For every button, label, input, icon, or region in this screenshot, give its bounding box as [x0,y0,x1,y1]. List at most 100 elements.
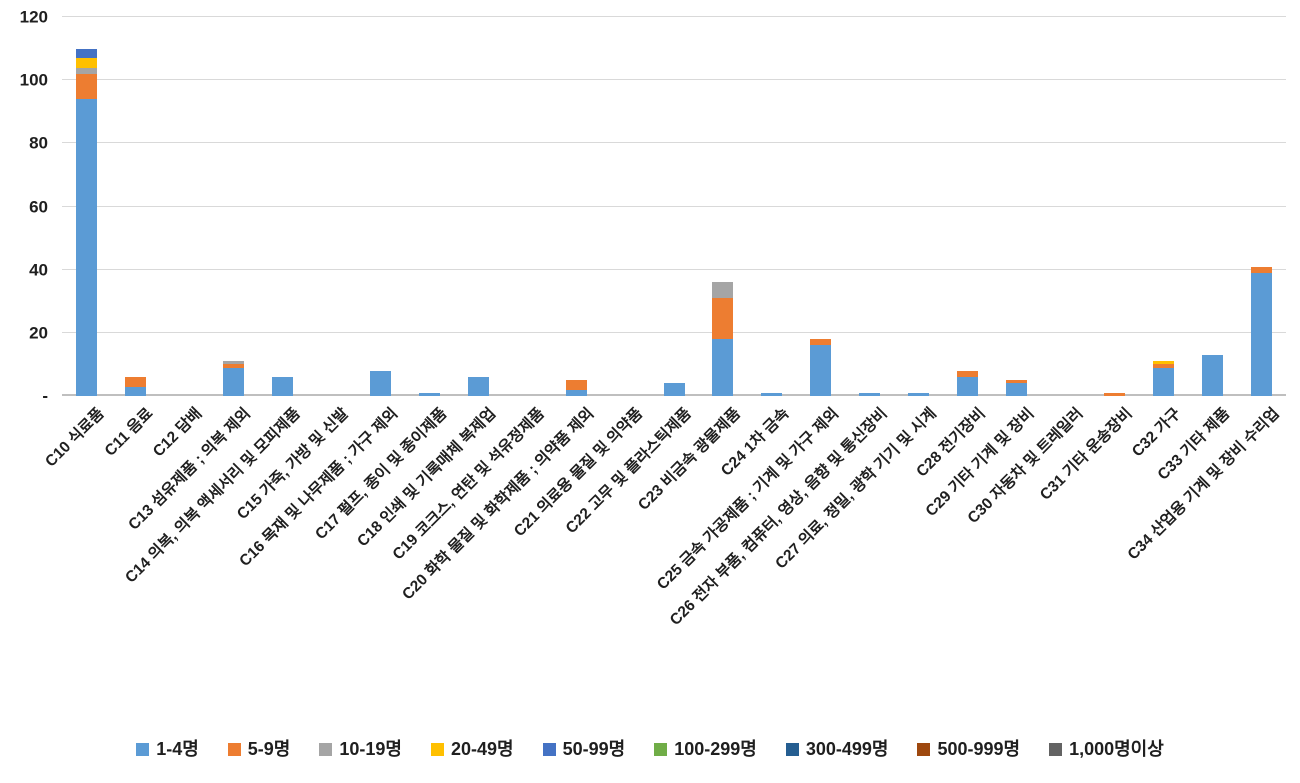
x-axis-label: C20 화학 물질 및 화학제품 ; 의약품 제외 [398,405,598,604]
bar-c23 [712,282,734,396]
bar-segment-1-4명 [565,389,587,396]
legend-swatch-icon [542,742,556,756]
bar-segment-1-4명 [908,392,930,396]
bar-c20 [565,380,587,396]
legend-swatch-icon [785,742,799,756]
bar-segment-5-9명 [957,370,979,378]
bar-c18 [467,377,489,396]
x-axis-label: C21 의료용 물질 및 의약품 [510,405,647,541]
x-axis-label: C26 전자 부품, 컴퓨터, 영상, 음향 및 통신장비 [666,405,891,629]
bar-segment-5-9명 [124,377,146,387]
x-axis-label: C13 섬유제품 ; 의복 제외 [125,405,255,534]
legend-item: 10-19명 [319,740,402,758]
bar-segment-5-9명 [1251,266,1273,273]
bar-segment-20-49명 [1153,361,1175,365]
bar-c29 [1006,380,1028,396]
bar-segment-1-4명 [1006,383,1028,396]
x-axis-label: C18 인쇄 및 기록매체 복제업 [354,405,500,551]
bar-segment-1-4명 [271,377,293,396]
x-axis-label: C31 기타 운송장비 [1036,405,1136,504]
x-axis-label: C27 의료, 정밀, 광학 기기 및 시계 [772,405,940,573]
y-tick-label: 60 [29,197,48,216]
x-axis-label: C19 코크스, 연탄 및 석유정제품 [389,405,549,564]
x-axis-label: C34 산업용 기계 및 장비 수리업 [1124,405,1283,564]
legend-label: 300-499명 [805,739,889,759]
y-tick-label: 100 [19,70,48,90]
y-gridline [62,205,1286,207]
bar-segment-5-9명 [75,73,97,100]
x-axis-label: C30 자동차 및 트레일러 [964,405,1087,527]
bar-segment-10-19명 [75,67,97,74]
bar-c33 [1202,354,1224,396]
legend-swatch-icon [917,742,931,756]
legend-label: 1-4명 [156,739,199,759]
legend-item: 20-49명 [430,739,514,759]
x-axis-label: C15 가죽, 가방 및 신발 [234,405,353,523]
legend-swatch-icon [319,742,333,756]
bar-segment-1-4명 [810,345,832,396]
bar-segment-5-9명 [222,364,244,368]
y-tick-label: 40 [29,260,48,280]
bar-c11 [124,377,146,396]
bar-c13 [222,361,244,396]
bar-segment-10-19명 [222,361,244,365]
bar-segment-50-99명 [75,48,97,59]
bar-segment-1-4명 [1251,272,1273,396]
legend-label: 500-999명 [937,739,1021,759]
legend-label: 20-49명 [450,739,514,759]
bar-c26 [859,392,881,396]
x-axis-label: C17 펄프, 종이 및 종이제품 [312,405,451,544]
x-axis-label: C22 고무 및 플라스틱제품 [563,405,696,538]
y-tick-label: - [42,386,48,406]
y-gridline [62,268,1286,270]
bar-segment-1-4명 [75,99,97,396]
y-gridline [62,79,1286,81]
y-tick-label: 120 [19,7,48,27]
bar-c25 [810,339,832,396]
legend-swatch-icon [227,742,241,756]
x-axis-label: C28 전기장비 [913,405,989,481]
legend-label: 100-299명 [674,739,757,759]
bar-segment-5-9명 [712,298,734,340]
x-axis-label: C23 비금속 광물제품 [635,405,744,514]
legend-label: 5-9명 [247,739,291,759]
x-axis-label: C29 기타 기계 및 장비 [922,405,1038,520]
legend-label: 1,000명이상 [1069,739,1164,759]
y-tick-label: 20 [29,323,48,343]
legend-swatch-icon [136,742,150,756]
x-axis-label: C25 금속 가공제품 ; 기계 및 가구 제외 [653,405,842,594]
bar-segment-20-49명 [75,58,97,68]
legend-item: 500-999명 [917,740,1020,758]
legend: 1-4명 5-9명 10-19명 20-49명 50-99명 100-299명 300-49… [0,740,1300,758]
legend-item: 1,000명이상 [1049,740,1164,758]
bar-segment-5-9명 [1153,364,1175,368]
bar-c22 [663,383,685,396]
x-axis-label: C10 식료품 [42,405,108,471]
bar-segment-1-4명 [712,339,734,396]
y-gridline [62,142,1286,144]
bar-segment-1-4명 [859,392,881,396]
bar-segment-1-4명 [124,386,146,396]
bar-segment-5-9명 [810,339,832,346]
bar-c17 [418,392,440,396]
bar-segment-1-4명 [418,392,440,396]
bar-c32 [1153,361,1175,396]
bar-segment-10-19명 [712,282,734,299]
bar-c31 [1104,392,1126,396]
legend-label: 50-99명 [562,739,626,759]
bar-c34 [1251,266,1273,396]
bar-c14 [271,377,293,396]
y-gridline [62,331,1286,333]
x-axis-label: C16 목재 및 나무제품 ; 가구 제외 [236,405,402,570]
bar-c28 [957,370,979,396]
x-axis-label: C33 기타 제품 [1155,405,1234,484]
bar-segment-1-4명 [467,377,489,396]
bar-segment-1-4명 [663,383,685,396]
legend-swatch-icon [430,742,444,756]
legend-label: 10-19명 [339,739,402,759]
bar-c24 [761,392,783,396]
bar-c10 [75,48,97,396]
legend-swatch-icon [1049,742,1063,756]
legend-item: 1-4명 [136,740,199,758]
